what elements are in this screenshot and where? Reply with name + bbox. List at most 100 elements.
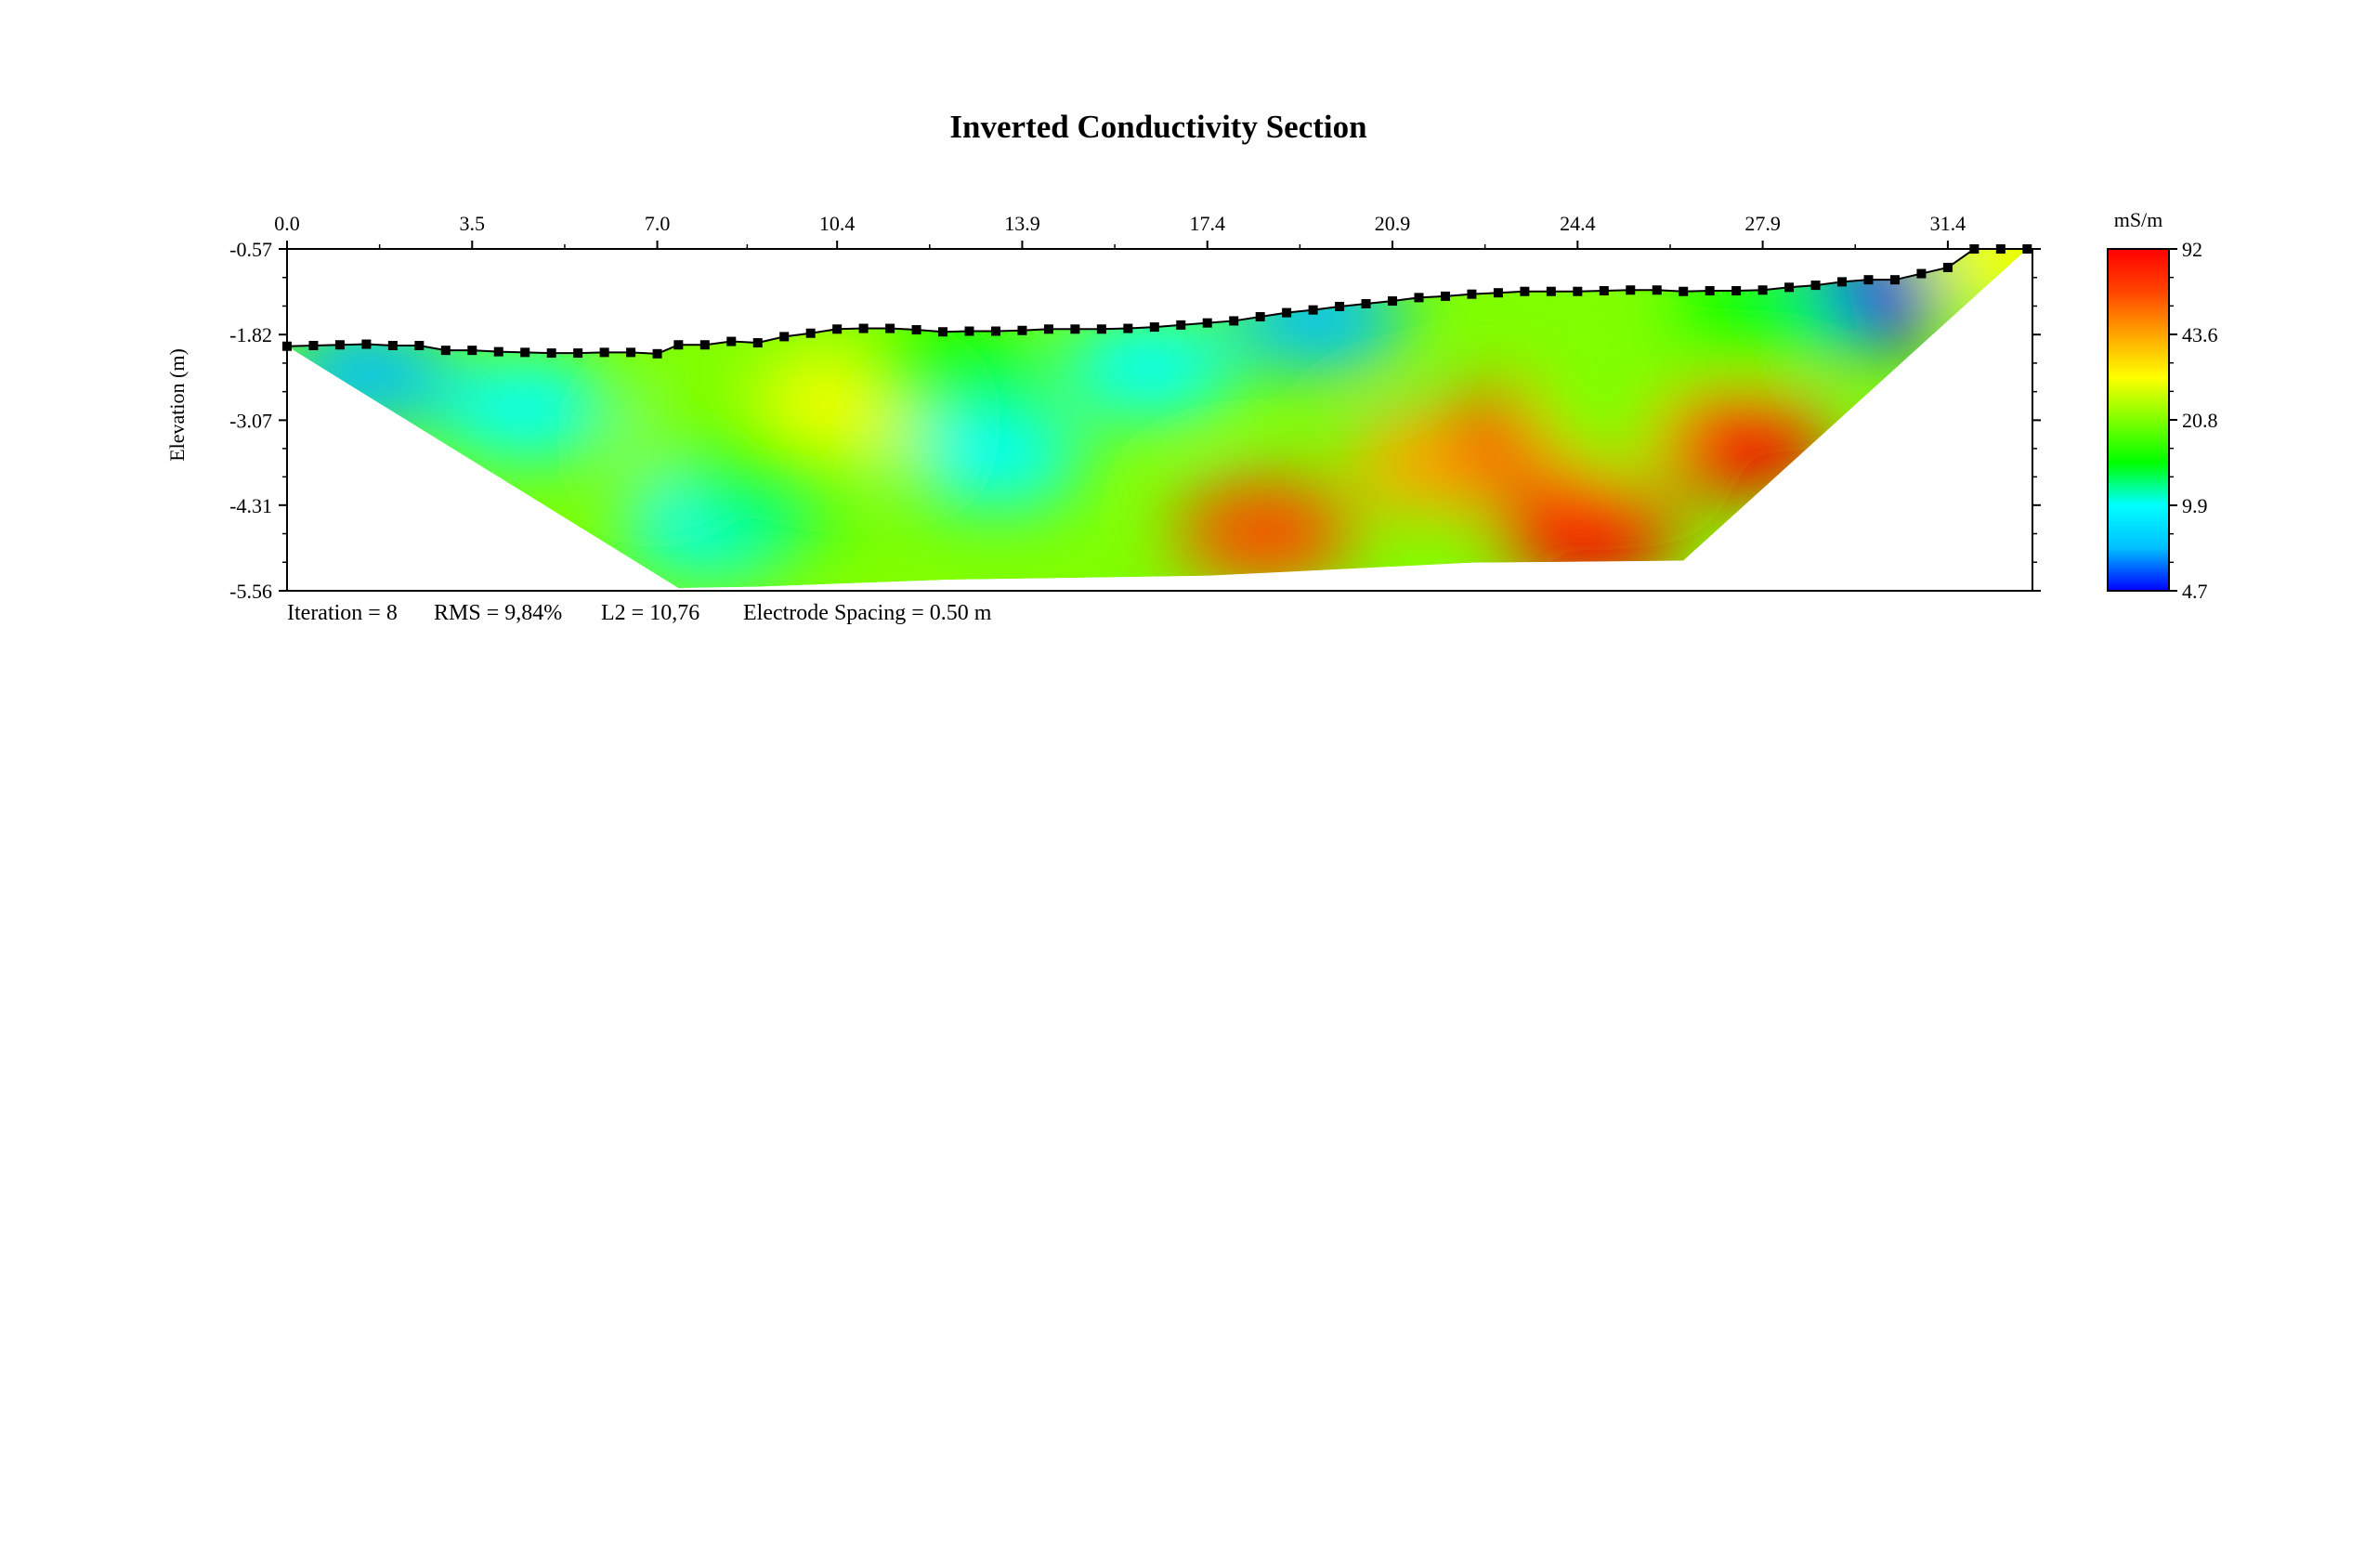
- section-fill: [287, 249, 2028, 589]
- colorbar-tick-label: 92: [2182, 238, 2202, 261]
- electrode-marker: [1573, 286, 1583, 296]
- electrode-marker: [964, 326, 974, 336]
- electrode-marker: [573, 348, 583, 359]
- electrode-marker: [1176, 320, 1186, 330]
- electrode-marker: [652, 348, 662, 359]
- electrode-marker: [1942, 262, 1953, 272]
- electrode-spacing-text: Electrode Spacing = 0.50 m: [743, 601, 992, 625]
- electrode-marker: [1863, 275, 1874, 285]
- electrode-marker: [673, 340, 684, 350]
- y-axis-label: Elevation (m): [165, 348, 189, 462]
- electrode-marker: [1546, 286, 1556, 296]
- conductivity-anomaly: [907, 405, 1084, 508]
- electrode-marker: [1493, 288, 1503, 298]
- electrode-marker: [1361, 298, 1371, 308]
- electrode-marker: [805, 328, 816, 338]
- electrode-marker: [1440, 291, 1450, 301]
- electrode-marker: [1229, 316, 1239, 326]
- electrode-marker: [1995, 244, 2006, 254]
- x-tick-label: 0.0: [274, 212, 300, 235]
- iteration-text: Iteration = 8: [287, 601, 398, 625]
- electrode-marker: [1255, 312, 1265, 322]
- electrode-marker: [546, 348, 556, 359]
- electrode-marker: [1308, 305, 1318, 315]
- y-tick-label: -0.57: [229, 238, 272, 261]
- electrode-marker: [493, 346, 503, 357]
- chart-title: Inverted Conductivity Section: [949, 109, 1366, 145]
- electrode-marker: [1017, 325, 1027, 335]
- electrode-marker: [1149, 322, 1159, 333]
- x-tick-label: 7.0: [645, 212, 671, 235]
- conductivity-anomaly: [1061, 316, 1238, 419]
- electrode-marker: [1599, 285, 1609, 295]
- electrode-marker: [308, 340, 319, 350]
- electrode-marker: [1731, 285, 1742, 295]
- electrode-marker: [282, 341, 292, 351]
- electrode-marker: [1889, 275, 1900, 285]
- colorbar-tick-label: 20.8: [2182, 409, 2218, 432]
- colorbar-tick-label: 9.9: [2182, 494, 2208, 517]
- electrode-marker: [1652, 285, 1662, 295]
- electrode-marker: [1837, 277, 1848, 287]
- electrode-marker: [885, 323, 895, 333]
- colorbar-tick-label: 4.7: [2182, 580, 2208, 603]
- y-tick-label: -5.56: [229, 580, 272, 603]
- electrode-marker: [1520, 286, 1530, 296]
- electrode-marker: [858, 323, 869, 333]
- x-tick-label: 13.9: [1004, 212, 1040, 235]
- electrode-marker: [832, 324, 843, 334]
- electrode-marker: [1282, 307, 1292, 318]
- electrode-marker: [1414, 293, 1424, 303]
- y-tick-label: -3.07: [229, 409, 272, 432]
- electrode-marker: [1202, 318, 1212, 328]
- electrode-marker: [1705, 285, 1715, 295]
- electrode-marker: [1969, 244, 1979, 254]
- electrode-marker: [440, 346, 451, 356]
- electrode-marker: [599, 347, 609, 358]
- section-plot: [282, 244, 2033, 592]
- colorbar-gradient: [2107, 248, 2170, 592]
- x-tick-label: 27.9: [1744, 212, 1781, 235]
- x-tick-label: 17.4: [1189, 212, 1225, 235]
- electrode-marker: [752, 338, 763, 348]
- x-tick-label: 3.5: [460, 212, 486, 235]
- conductivity-anomaly: [1923, 249, 2028, 306]
- electrode-marker: [520, 347, 530, 358]
- conductivity-anomaly: [1653, 391, 1830, 494]
- y-tick-label: -4.31: [229, 494, 272, 517]
- electrode-marker: [938, 327, 948, 337]
- l2-text: L2 = 10,76: [601, 601, 699, 625]
- x-tick-label: 31.4: [1930, 212, 1966, 235]
- rms-text: RMS = 9,84%: [434, 601, 562, 625]
- electrode-marker: [699, 340, 710, 350]
- electrode-marker: [1388, 296, 1398, 307]
- conductivity-anomaly: [437, 357, 614, 460]
- electrode-marker: [1123, 323, 1133, 333]
- electrode-marker: [990, 326, 1000, 336]
- footer-info: Iteration = 8 RMS = 9,84% L2 = 10,76 Ele…: [287, 601, 992, 625]
- electrode-marker: [2022, 244, 2032, 254]
- colorbar-unit: mS/m: [2114, 208, 2163, 231]
- conductivity-anomaly: [1177, 480, 1354, 583]
- electrode-marker: [1916, 268, 1927, 279]
- colorbar: mS/m 92 43.6 20.8 9.9 4.7: [2107, 208, 2218, 603]
- electrode-marker: [1679, 286, 1689, 296]
- electrode-marker: [779, 332, 790, 342]
- x-axis-top: 0.0 3.5 7.0 10.4 13.9 17.4 20.9 24.4 27.9 31.4: [274, 212, 2005, 249]
- electrode-marker: [361, 339, 372, 349]
- conductivity-anomaly: [674, 432, 852, 535]
- electrode-marker: [334, 340, 345, 350]
- electrode-marker: [626, 347, 636, 358]
- electrode-marker: [387, 340, 398, 350]
- x-tick-label: 10.4: [819, 212, 856, 235]
- electrode-marker: [1467, 289, 1477, 299]
- electrode-marker: [467, 346, 477, 356]
- electrode-marker: [1626, 285, 1636, 295]
- electrode-marker: [1757, 285, 1768, 295]
- electrode-marker: [1043, 324, 1053, 334]
- electrode-marker: [1810, 281, 1821, 291]
- y-axis-left: -0.57 -1.82 -3.07 -4.31 -5.56: [229, 238, 2041, 603]
- conductivity-anomaly: [1499, 480, 1677, 583]
- electrode-marker: [414, 340, 425, 350]
